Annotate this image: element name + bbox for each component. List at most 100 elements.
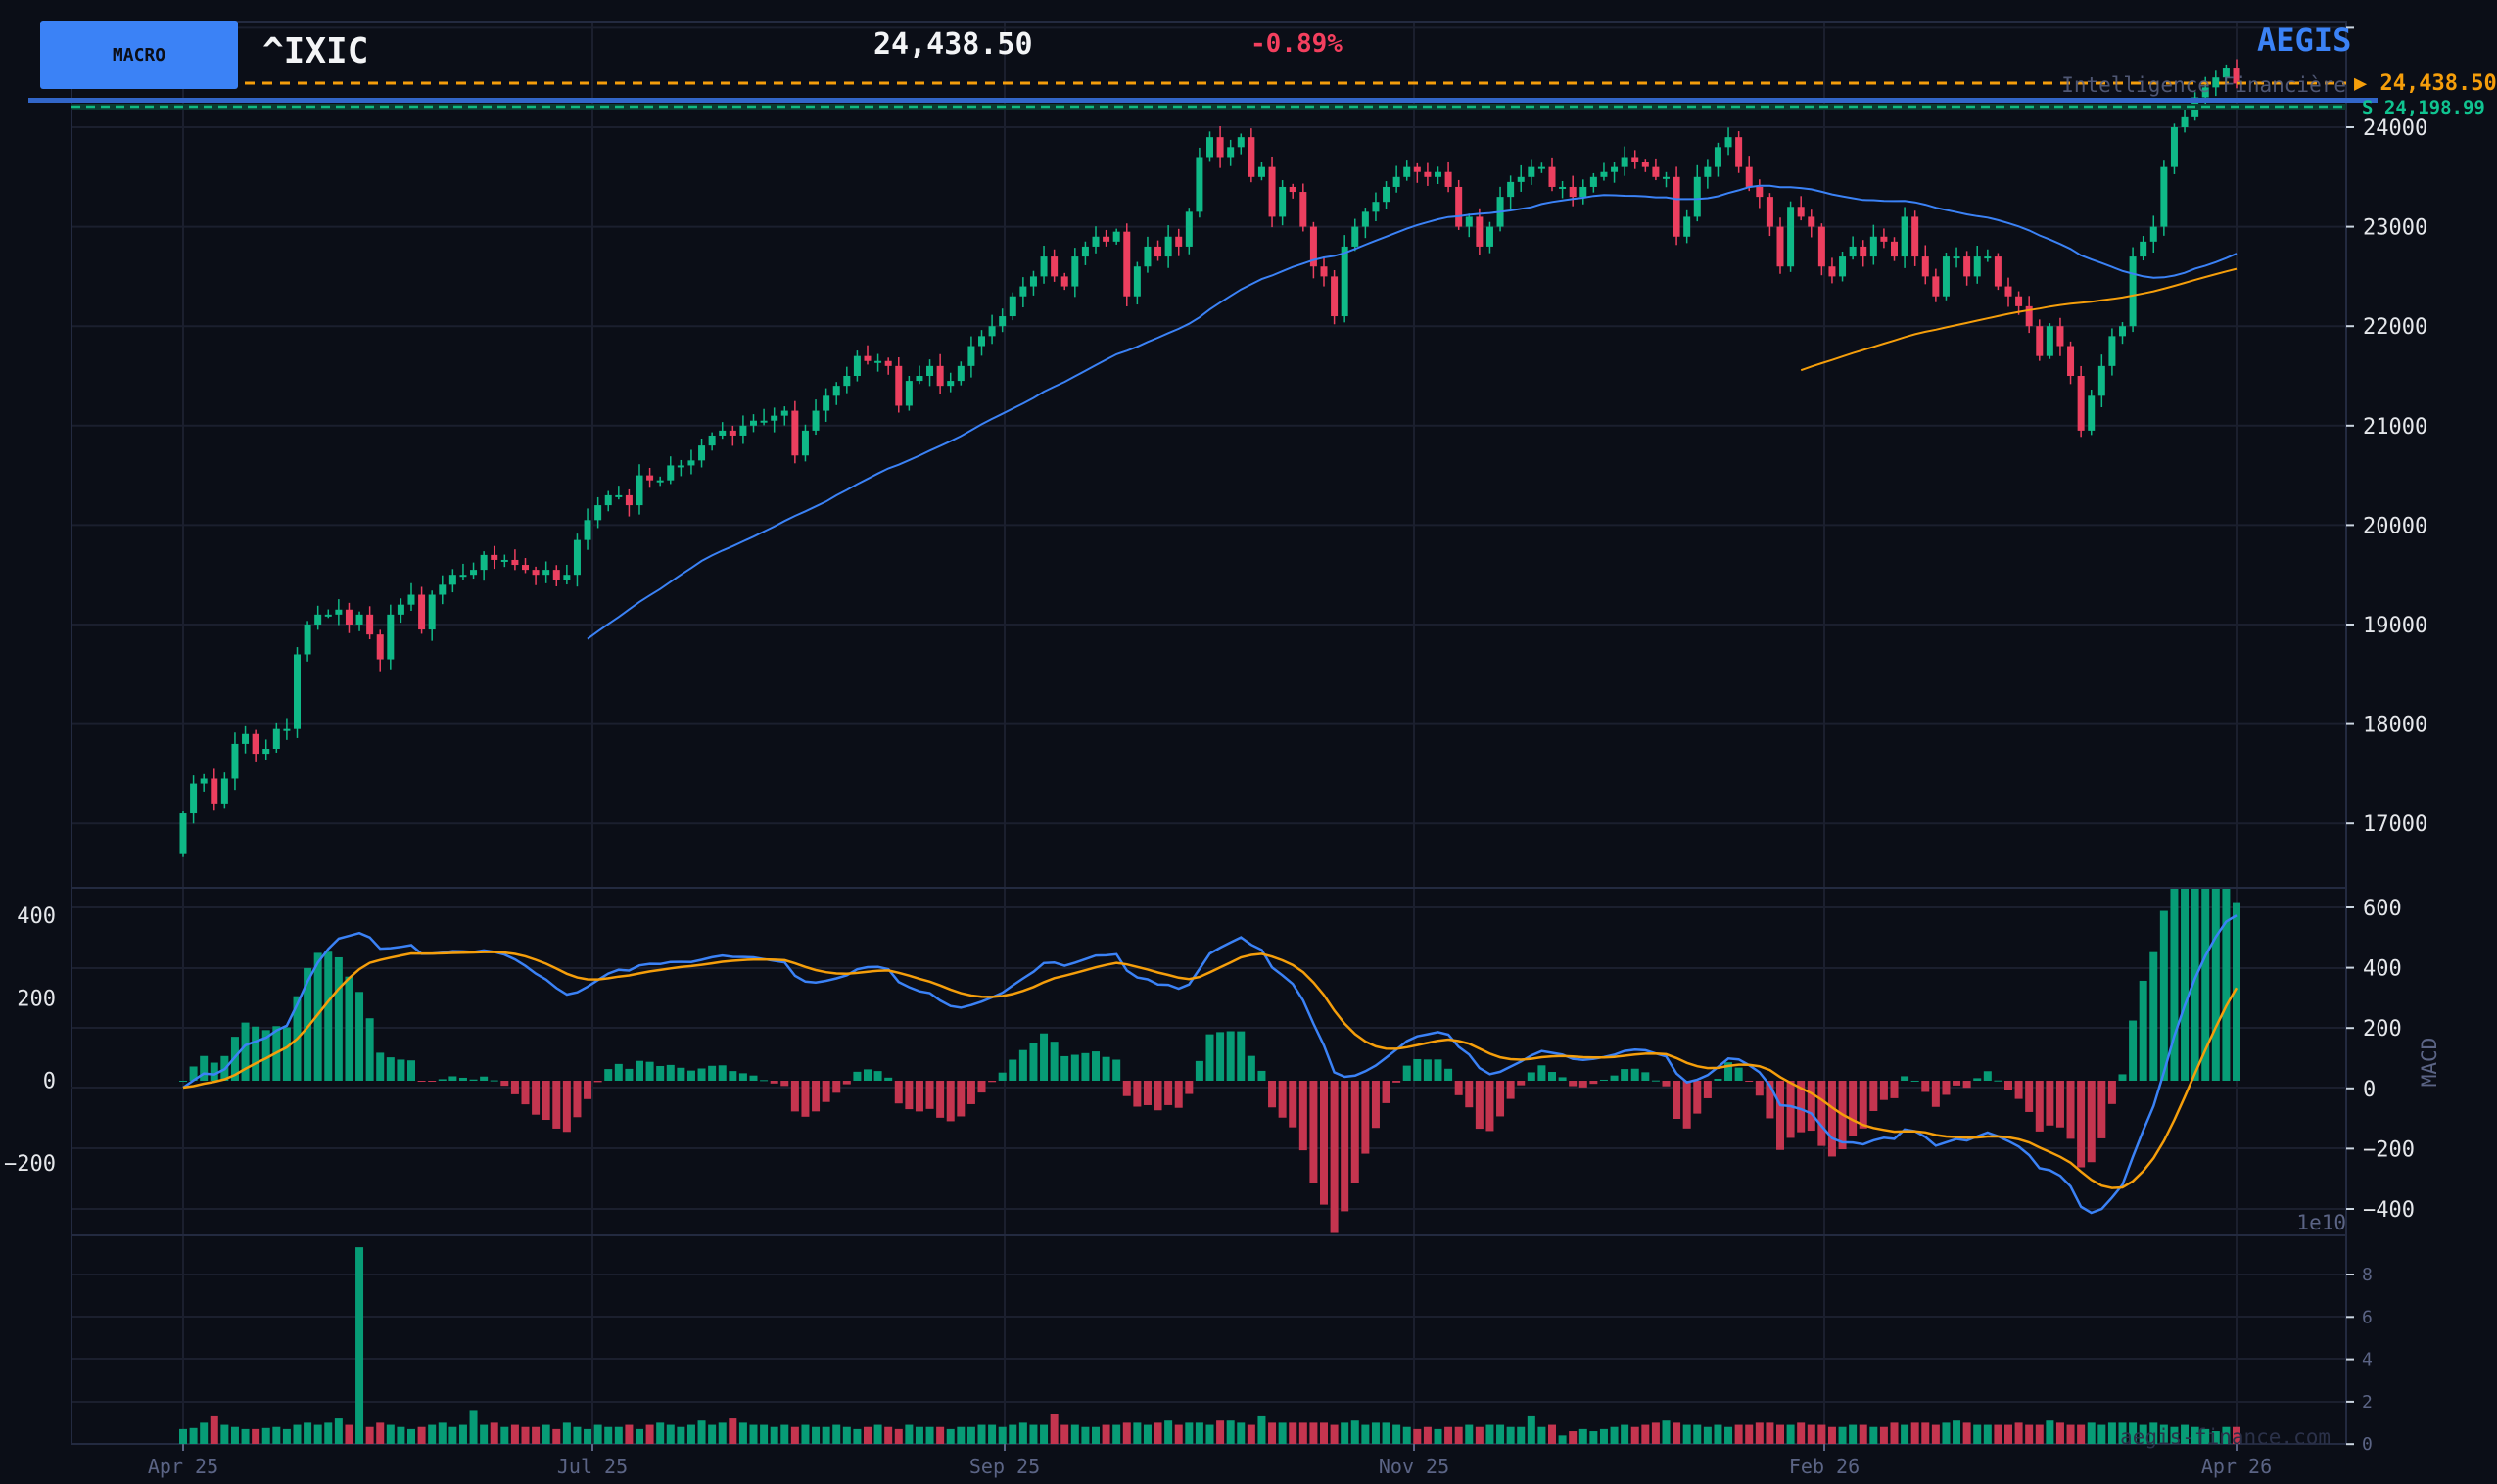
candle-body	[459, 575, 467, 578]
candle-body	[812, 410, 820, 431]
macd-histogram-bar	[521, 1081, 530, 1105]
macd-histogram-bar	[1268, 1081, 1277, 1108]
volume-bar	[1859, 1424, 1867, 1444]
volume-bar	[1517, 1426, 1526, 1444]
volume-bar	[1890, 1422, 1899, 1444]
macd-histogram-bar	[1454, 1081, 1463, 1095]
macd-histogram-bar	[988, 1081, 997, 1083]
candle-body	[272, 728, 280, 749]
candle-body	[2025, 305, 2033, 327]
volume-bar	[1901, 1424, 1909, 1444]
macd-histogram-bar	[1050, 1042, 1059, 1081]
volume-bar	[801, 1424, 810, 1444]
candle-body	[791, 410, 799, 456]
candle-body	[1921, 256, 1929, 277]
macd-histogram-bar	[864, 1069, 872, 1081]
candle-body	[1839, 256, 1847, 277]
macd-histogram-bar	[1485, 1081, 1494, 1132]
sma-fast-line	[587, 184, 2238, 640]
macd-histogram-bar	[1776, 1081, 1784, 1150]
candle-body	[1103, 236, 1110, 242]
macro-button[interactable]: MACRO	[40, 21, 238, 89]
macd-left-tick-label: 400	[17, 904, 56, 929]
volume-bar	[729, 1418, 737, 1444]
volume-bar	[521, 1426, 530, 1444]
volume-bar	[1434, 1428, 1442, 1444]
macd-histogram-bar	[1589, 1081, 1598, 1085]
volume-bar	[532, 1426, 541, 1444]
volume-bar	[1589, 1431, 1598, 1444]
candle-body	[2140, 241, 2147, 257]
macd-histogram-bar	[1548, 1072, 1556, 1081]
candle-body	[2149, 226, 2157, 242]
macd-histogram-bar	[1610, 1075, 1619, 1081]
last-price-label: ▶ 24,438.50	[2354, 71, 2497, 96]
volume-bar	[957, 1426, 966, 1444]
candle-body	[2036, 326, 2044, 356]
volume-bar	[1548, 1424, 1556, 1444]
macd-histogram-bar	[1081, 1052, 1090, 1081]
candle-body	[1133, 266, 1141, 297]
volume-bar	[480, 1424, 489, 1444]
candle-body	[1817, 226, 1825, 267]
candle-body	[283, 728, 291, 731]
candle-body	[1403, 166, 1411, 177]
volume-bar	[2046, 1420, 2054, 1444]
volume-bar	[666, 1424, 675, 1444]
volume-bar	[1578, 1428, 1587, 1444]
volume-bar	[822, 1426, 830, 1444]
volume-tick-label: 0	[2362, 1434, 2373, 1455]
candle-body	[542, 570, 550, 576]
macd-histogram-bar	[1703, 1081, 1712, 1098]
candle-body	[1808, 216, 1815, 227]
volume-bar	[1257, 1415, 1266, 1444]
macd-histogram-bar	[376, 1052, 385, 1081]
candle-body	[1372, 202, 1380, 212]
volume-bar	[2066, 1424, 2075, 1444]
volume-bar	[708, 1424, 717, 1444]
candle-body	[345, 609, 353, 625]
volume-bar	[853, 1428, 862, 1444]
macd-histogram-bar	[1921, 1081, 1930, 1092]
macd-histogram-bar	[1029, 1043, 1038, 1081]
volume-bar	[230, 1426, 239, 1444]
candle-body	[563, 575, 571, 580]
macd-histogram-bar	[2139, 980, 2147, 1081]
volume-bar	[625, 1424, 634, 1444]
candle-body	[936, 365, 944, 387]
candle-body	[1714, 147, 1721, 167]
candle-body	[1953, 256, 1960, 259]
volume-bar	[998, 1426, 1007, 1444]
price-tick-label: 18000	[2363, 714, 2427, 738]
macd-histogram-bar	[252, 1026, 260, 1081]
macd-histogram-bar	[1724, 1062, 1733, 1081]
volume-bar	[1278, 1422, 1287, 1444]
macd-histogram-bar	[884, 1077, 893, 1081]
volume-bar	[1009, 1424, 1017, 1444]
macd-histogram-bar	[1630, 1068, 1639, 1081]
candle-body	[1144, 246, 1152, 267]
volume-bar	[604, 1426, 613, 1444]
candle-body	[294, 654, 301, 729]
date-tick-label: Apr 26	[2201, 1455, 2272, 1478]
candle-body	[823, 395, 830, 411]
volume-bar	[1361, 1424, 1370, 1444]
candle-body	[1693, 176, 1701, 217]
volume-bar	[966, 1426, 975, 1444]
macd-histogram-bar	[345, 976, 353, 1081]
volume-bar	[189, 1427, 198, 1444]
candle-body	[1361, 211, 1369, 227]
volume-bar	[304, 1422, 312, 1444]
volume-bar	[261, 1427, 270, 1444]
candle-body	[1309, 226, 1317, 267]
macd-line	[182, 914, 2238, 1215]
volume-bar	[1444, 1426, 1453, 1444]
volume-bar	[1838, 1426, 1847, 1444]
candle-body	[1663, 176, 1670, 179]
volume-bar	[2222, 1426, 2231, 1444]
volume-bar	[552, 1428, 561, 1444]
candle-body	[2212, 77, 2220, 88]
volume-bar	[1485, 1424, 1494, 1444]
volume-bar	[428, 1424, 437, 1444]
volume-bar	[2181, 1424, 2190, 1444]
